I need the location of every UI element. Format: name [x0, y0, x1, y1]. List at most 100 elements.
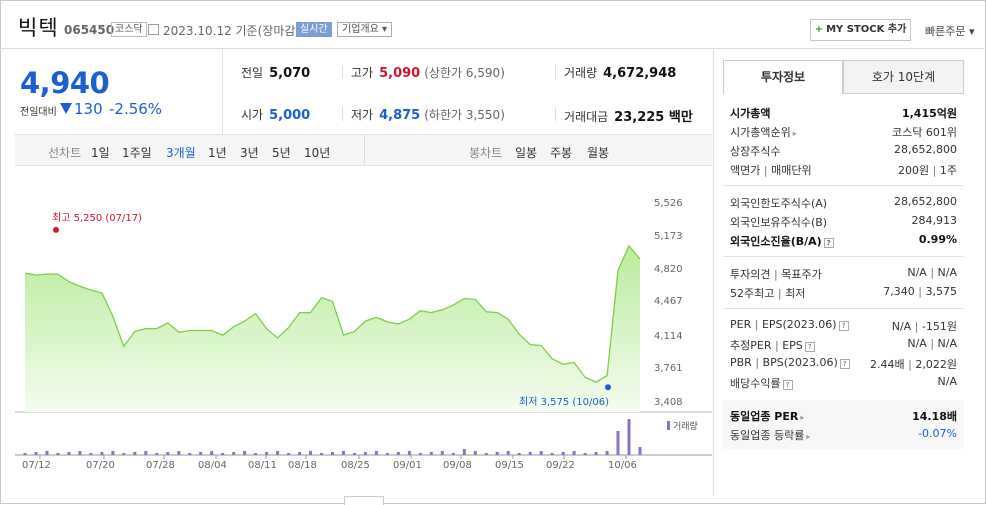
period-1y[interactable]: 1년 [208, 146, 227, 160]
volume-bar [396, 452, 400, 455]
period-5y[interactable]: 5년 [272, 146, 291, 160]
volume-bar [528, 452, 532, 455]
row-value: N/A | -151원 [891, 320, 957, 333]
volume-bar [594, 452, 598, 455]
unit-label: 매매단위 [771, 164, 812, 177]
foreign-ratio-row: 외국인소진율(B/A)? 0.99% [730, 233, 957, 251]
chart-period-bar: 선차트 1일 1주일 3개월 1년 3년 5년 10년 봉차트 일봉 주봉 월봉 [15, 134, 712, 166]
row-value: 1,415억원 [901, 107, 957, 120]
chevron-right-icon: ▸ [806, 432, 811, 441]
quote-value: 23,225 백만 [614, 110, 693, 125]
x-tick: 08/18 [288, 460, 317, 471]
row-value: 28,652,800 [894, 143, 957, 156]
volume-bar [572, 451, 576, 455]
row-label: 52주최고 | 최저 [730, 287, 806, 300]
volume-bar [287, 453, 291, 455]
volume-bar [166, 452, 170, 455]
candle-monthly[interactable]: 월봉 [587, 146, 610, 160]
row-value: 14.18배 [912, 410, 957, 423]
candle-weekly[interactable]: 주봉 [550, 146, 573, 160]
tab-investment-info[interactable]: 투자정보 [723, 60, 843, 94]
help-icon[interactable]: ? [839, 359, 850, 369]
row-value: 284,913 [911, 214, 958, 227]
row-label: 동일업종 등락률 ▸ [730, 427, 810, 443]
row-label: 투자의견 | 목표주가 [730, 268, 822, 281]
change-value: 130 [74, 100, 103, 118]
par-label: 액면가 [730, 164, 761, 177]
row-label: 액면가 | 매매단위 [730, 164, 812, 177]
volume-legend-label: 거래량 [673, 422, 698, 432]
period-10y[interactable]: 10년 [304, 146, 331, 160]
opinion-target-row: 투자의견 | 목표주가 N/A | N/A [730, 266, 957, 284]
bps-value: 2,022원 [915, 358, 957, 371]
help-icon[interactable]: ? [838, 321, 849, 331]
company-overview-label: 기업개요 [342, 24, 379, 35]
price-chart-svg [15, 226, 712, 459]
market-cap-rank-row[interactable]: 시가총액순위 ▸ 코스닥 601위 [730, 124, 957, 142]
quote-volume: 거래량 4,672,948 [564, 64, 676, 81]
x-tick: 10/06 [608, 460, 637, 471]
w52-high-label: 52주최고 [730, 287, 775, 300]
peer-rate-row[interactable]: 동일업종 등락률 ▸ -0.07% [730, 427, 957, 445]
volume-bar [440, 451, 444, 455]
row-value: 28,652,800 [894, 195, 957, 208]
quote-label: 거래량 [564, 66, 598, 80]
volume-bar [638, 447, 642, 455]
quote-divider [342, 107, 343, 121]
volume-bar [188, 453, 192, 455]
volume-bar [100, 452, 104, 455]
volume-bar [506, 451, 510, 455]
chart-expand-handle[interactable] [344, 496, 384, 505]
target-value: N/A [937, 266, 957, 279]
w52-high-value: 7,340 [883, 285, 915, 298]
x-tick: 08/25 [341, 460, 370, 471]
help-icon[interactable]: ? [823, 238, 834, 248]
row-label: 상장주식수 [730, 145, 781, 158]
x-tick: 08/11 [248, 460, 277, 471]
quote-label: 거래대금 [564, 110, 609, 124]
period-3m[interactable]: 3개월 [166, 146, 196, 160]
volume-bar [210, 451, 214, 455]
stock-header: 빅텍 065450 코스닥 2023.10.12 기준(장마감) 실시간 기업개… [0, 0, 986, 48]
chevron-down-icon: ▾ [382, 24, 388, 35]
volume-bar [56, 453, 60, 455]
est-per-label: 추정PER [730, 339, 772, 352]
peer-per-row[interactable]: 동일업종 PER ▸ 14.18배 [730, 408, 957, 426]
volume-bar [374, 451, 378, 455]
help-icon[interactable]: ? [782, 380, 793, 390]
company-overview-dropdown[interactable]: 기업개요 ▾ [337, 22, 393, 37]
volume-bar [199, 452, 203, 455]
row-label: 배당수익률? [730, 375, 793, 391]
quote-label: 시가 [241, 108, 264, 122]
candle-daily[interactable]: 일봉 [515, 146, 538, 160]
peer-section [723, 400, 964, 449]
x-tick: 09/22 [546, 460, 575, 471]
y-tick: 5,526 [654, 198, 683, 209]
period-3y[interactable]: 3년 [240, 146, 259, 160]
period-1d[interactable]: 1일 [91, 146, 110, 160]
volume-bar [243, 451, 247, 455]
y-tick: 3,408 [654, 397, 683, 408]
lower-limit: (하한가 3,550) [424, 108, 505, 122]
row-value: 0.99% [918, 233, 957, 246]
high-marker [53, 226, 59, 233]
est-eps-value: N/A [937, 337, 957, 350]
x-tick: 09/15 [495, 460, 524, 471]
quick-order-dropdown[interactable]: 빠른주문 ▾ [925, 23, 975, 39]
realtime-button[interactable]: 실시간 [296, 22, 332, 37]
current-price: 4,940 [20, 66, 110, 100]
volume-bar [111, 451, 115, 455]
row-label: 외국인소진율(B/A)? [730, 233, 834, 249]
plus-icon: + [814, 24, 824, 35]
volume-bar [583, 453, 587, 455]
target-label: 목표주가 [781, 268, 822, 281]
low-annotation: 최저 3,575 (10/06) [519, 397, 610, 408]
tab-orderbook-10[interactable]: 호가 10단계 [843, 60, 964, 94]
quote-amount: 거래대금 23,225 백만 [564, 106, 693, 125]
volume-bar [221, 453, 225, 455]
quote-label: 고가 [351, 66, 374, 80]
help-icon[interactable]: ? [804, 342, 815, 352]
my-stock-add-button[interactable]: + MY STOCK 추가 [810, 19, 911, 41]
my-stock-add-label: MY STOCK 추가 [826, 24, 907, 35]
period-1w[interactable]: 1주일 [122, 146, 152, 160]
